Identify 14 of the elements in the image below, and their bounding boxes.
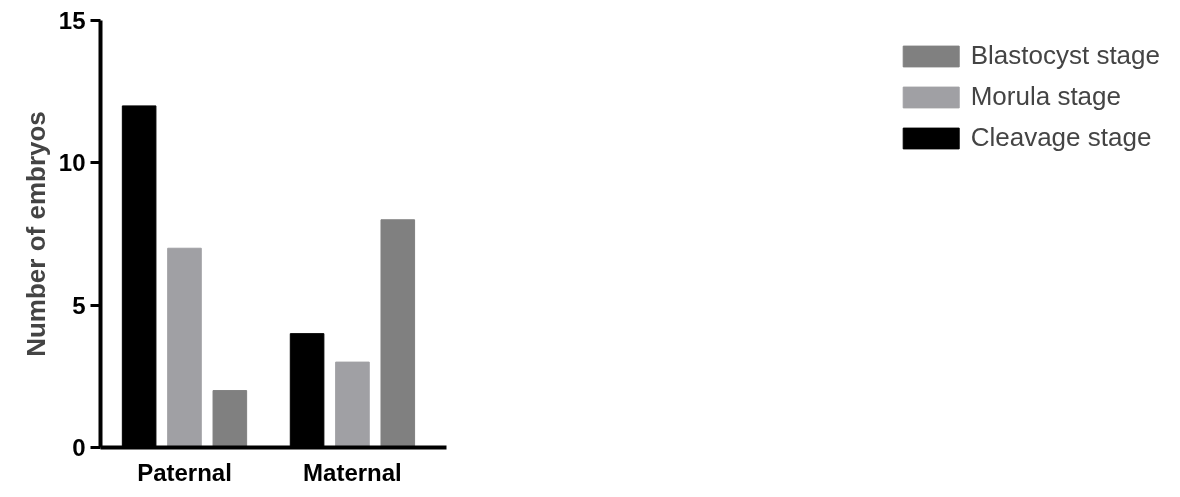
y-tick-label: 10 xyxy=(58,149,86,177)
bar xyxy=(380,219,416,448)
y-tick-label: 15 xyxy=(58,7,86,34)
legend-label: Morula stage xyxy=(970,81,1121,112)
x-tick-label: Paternal xyxy=(137,458,232,486)
x-tick-label: Maternal xyxy=(303,458,402,486)
bar xyxy=(212,390,248,448)
y-tick-label: 0 xyxy=(72,434,86,461)
y-axis-title: Number of embryos xyxy=(20,111,51,357)
bar xyxy=(335,361,370,448)
legend-label: Blastocyst stage xyxy=(970,40,1160,71)
legend-label: Cleavage stage xyxy=(970,122,1152,153)
y-tick-label: 5 xyxy=(72,291,86,319)
bar xyxy=(167,247,202,448)
